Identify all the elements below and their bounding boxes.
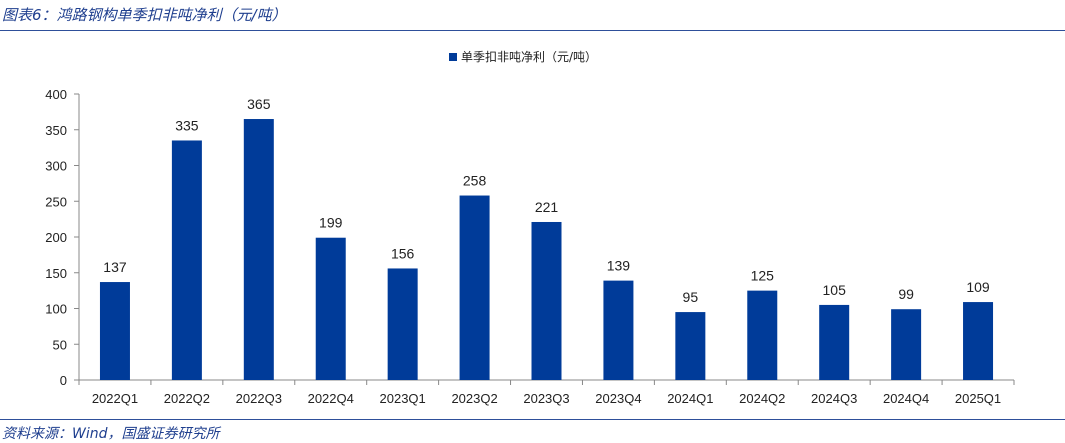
bar (171, 140, 202, 380)
x-tick-label: 2022Q3 (236, 391, 282, 406)
data-label: 105 (823, 282, 847, 298)
y-tick-label: 250 (45, 194, 67, 209)
data-label: 95 (683, 289, 699, 305)
bottom-rule (0, 419, 1065, 420)
figure-title: 图表6：鸿路钢构单季扣非吨净利（元/吨） (2, 6, 287, 24)
bar (99, 282, 130, 380)
bar (315, 237, 346, 380)
y-tick-label: 0 (60, 373, 67, 388)
data-label: 258 (463, 173, 487, 189)
legend-swatch (449, 53, 457, 61)
y-tick-label: 350 (45, 123, 67, 138)
x-tick-label: 2024Q3 (811, 391, 857, 406)
bar-chart: 单季扣非吨净利（元/吨） 0 50 100 150 200 250 300 350 400 137 2… (45, 50, 1015, 406)
legend-label: 单季扣非吨净利（元/吨） (461, 50, 597, 64)
bar (603, 280, 634, 380)
data-label: 365 (247, 96, 271, 112)
data-label: 156 (391, 245, 415, 261)
x-tick-label: 2023Q2 (451, 391, 497, 406)
data-label: 137 (103, 259, 127, 275)
x-tick-label: 2022Q1 (92, 391, 138, 406)
data-label: 109 (966, 279, 990, 295)
bar (675, 312, 706, 380)
data-label: 125 (751, 268, 775, 284)
x-tick-label: 2025Q1 (955, 391, 1001, 406)
y-tick-label: 300 (45, 159, 67, 174)
bar (819, 304, 850, 380)
x-tick-label: 2024Q1 (667, 391, 713, 406)
top-rule (0, 30, 1065, 31)
bar (459, 195, 490, 380)
bar (243, 119, 274, 381)
y-tick-label: 400 (45, 87, 67, 102)
y-tick-label: 100 (45, 302, 67, 317)
y-tick-label: 150 (45, 266, 67, 281)
x-tick-label: 2023Q1 (380, 391, 426, 406)
y-tick-label: 50 (53, 337, 67, 352)
bar (531, 221, 562, 380)
x-tick-label: 2024Q2 (739, 391, 785, 406)
data-label: 139 (607, 258, 631, 274)
data-label: 99 (898, 286, 914, 302)
figure-source: 资料来源：Wind，国盛证券研究所 (2, 426, 220, 442)
data-label: 221 (535, 199, 559, 215)
x-tick-label: 2023Q3 (523, 391, 569, 406)
x-tick-label: 2023Q4 (595, 391, 641, 406)
data-label: 335 (175, 117, 199, 133)
y-tick-label: 200 (45, 230, 67, 245)
x-tick-label: 2022Q4 (308, 391, 354, 406)
bar (963, 302, 994, 380)
bar (747, 290, 778, 380)
bar (891, 309, 922, 380)
x-tick-label: 2024Q4 (883, 391, 929, 406)
data-label: 199 (319, 215, 343, 231)
bar (387, 268, 418, 380)
x-tick-label: 2022Q2 (164, 391, 210, 406)
